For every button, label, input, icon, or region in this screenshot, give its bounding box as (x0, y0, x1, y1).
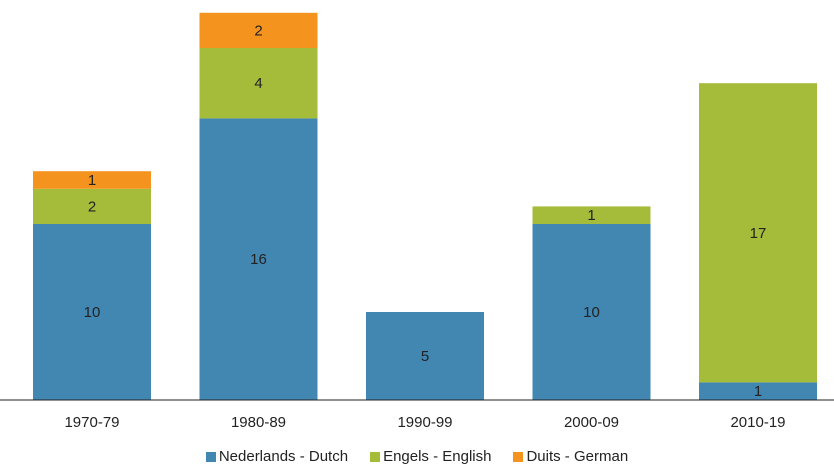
data-label-1980-89-s2: 2 (254, 22, 262, 39)
x-tick-label-1970-79: 1970-79 (64, 414, 119, 431)
legend: Nederlands - Dutch Engels - English Duits … (0, 448, 834, 465)
data-label-1970-79-s1: 2 (88, 198, 96, 215)
bar-segment-2010-19-s0 (699, 382, 817, 400)
legend-item-1: Engels - English (370, 448, 491, 465)
legend-label-0: Nederlands - Dutch (218, 448, 349, 465)
x-tick-label-2010-19: 2010-19 (730, 414, 785, 431)
data-label-2010-19-s1: 17 (750, 225, 767, 242)
bar-segment-1970-79-s0 (33, 224, 151, 400)
data-label-1990-99-s0: 5 (421, 348, 429, 365)
legend-label-2: Duits - German (526, 448, 629, 465)
data-label-1980-89-s0: 16 (250, 251, 267, 268)
legend-swatch-2 (513, 451, 524, 462)
bar-segment-2010-19-s1 (699, 83, 817, 383)
bar-segment-2000-09-s1 (532, 206, 651, 224)
stacked-bar-chart: 10 2 1 16 4 2 5 10 1 1 17 1970-79 1980-89 1990-99 200… (0, 12, 834, 431)
x-tick-label-1980-89: 1980-89 (231, 414, 286, 431)
bar-segment-1970-79-s1 (33, 188, 151, 224)
x-tick-label-1990-99: 1990-99 (397, 414, 452, 431)
data-label-1970-79-s2: 1 (88, 172, 96, 189)
legend-item-0: Nederlands - Dutch (205, 448, 349, 465)
data-label-1970-79-s0: 10 (84, 304, 101, 321)
bar-segment-1980-89-s2 (199, 12, 318, 49)
data-label-2000-09-s1: 1 (587, 207, 595, 224)
bar-segment-1970-79-s2 (33, 171, 151, 189)
x-tick-label-2000-09: 2000-09 (564, 414, 619, 431)
data-label-1980-89-s1: 4 (254, 75, 262, 92)
bars-layer: 10 2 1 16 4 2 5 10 1 1 17 (33, 12, 817, 401)
legend-item-2: Duits - German (513, 448, 628, 465)
x-tick-labels: 1970-79 1980-89 1990-99 2000-09 2010-19 (64, 414, 785, 431)
data-label-2010-19-s0: 1 (754, 383, 762, 400)
data-label-2000-09-s0: 10 (583, 304, 600, 321)
legend-swatch-1 (370, 451, 381, 462)
bar-segment-1980-89-s1 (199, 48, 318, 119)
bar-segment-2000-09-s0 (532, 224, 651, 400)
bar-segment-1990-99-s0 (366, 312, 484, 400)
legend-label-1: Engels - English (383, 448, 492, 465)
legend-swatch-0 (205, 451, 216, 462)
bar-segment-1980-89-s0 (199, 118, 318, 401)
